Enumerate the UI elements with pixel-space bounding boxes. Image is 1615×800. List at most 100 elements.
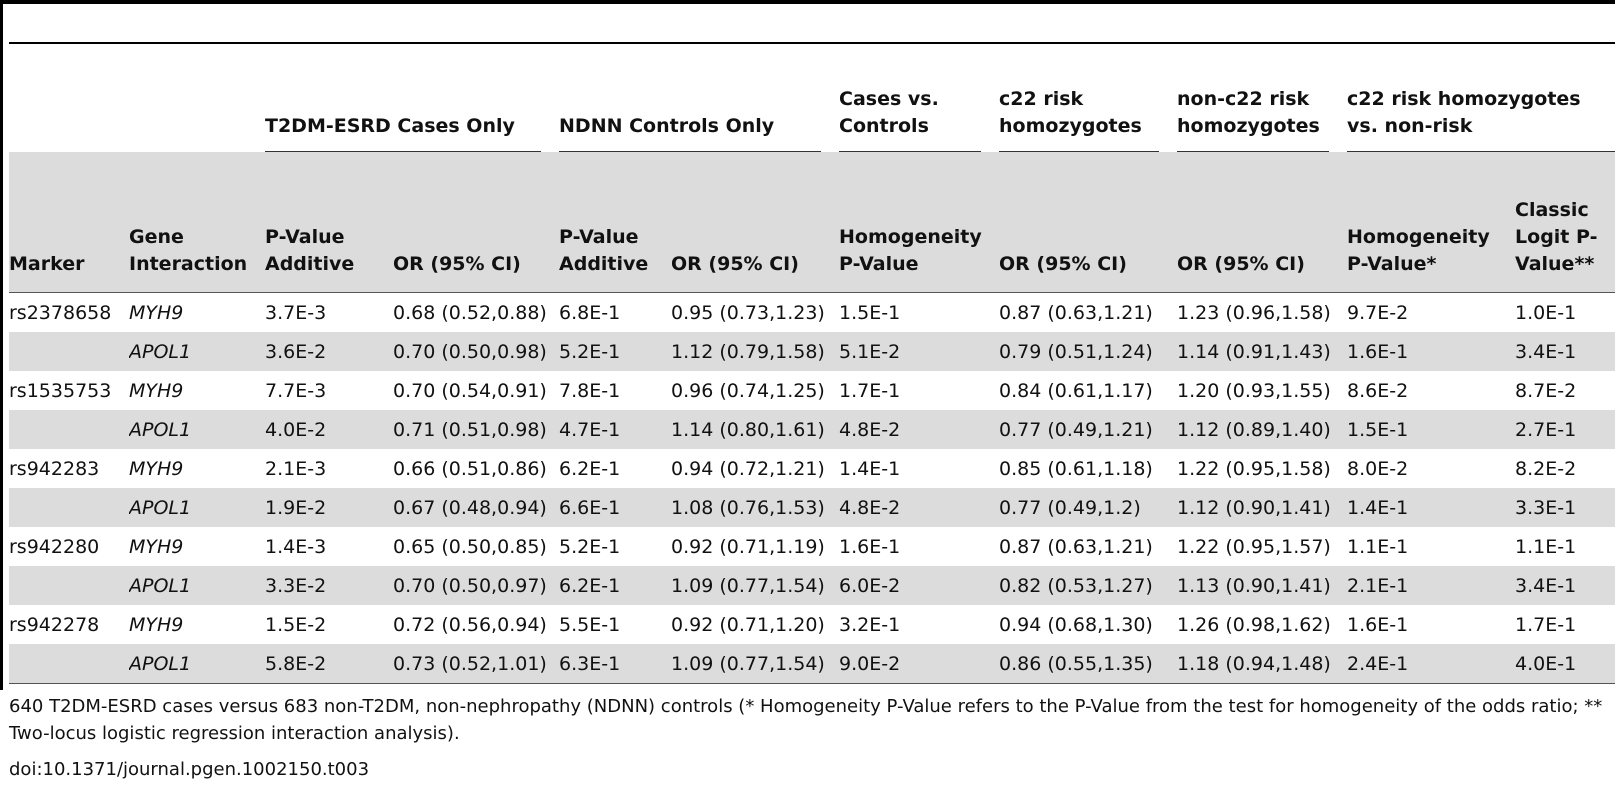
group-header-row: T2DM-ESRD Cases Only NDNN Controls Only … [9, 50, 1615, 152]
cell-value: 1.7E-1 [1515, 613, 1577, 636]
col-header-cases-or: OR (95% CI) [393, 152, 560, 293]
doi-label: doi:10.1371/journal.pgen.1002150.t003 [9, 759, 370, 780]
cell-value: 0.70 (0.50,0.97) [393, 566, 560, 605]
cell-marker [9, 410, 129, 449]
cell-value: 2.4E-1 [1347, 644, 1516, 684]
table-row: APOL1 1.9E-2 0.67 (0.48,0.94) 6.6E-1 1.0… [9, 488, 1615, 527]
cell-value: 0.92 (0.71,1.20) [671, 613, 825, 636]
group-cases-vs-controls: Cases vs. Controls [839, 50, 999, 152]
cell-value: 4.0E-2 [265, 410, 393, 449]
cell-value: 1.5E-1 [839, 301, 901, 324]
cell-value: 0.71 (0.51,0.98) [393, 410, 560, 449]
cell-value: 5.5E-1 [559, 613, 621, 636]
table-body: rs2378658 MYH9 3.7E-3 0.68 (0.52,0.88) 6… [9, 293, 1615, 684]
cell-value: 5.2E-1 [559, 535, 621, 558]
cell-value: 0.79 (0.51,1.24) [999, 332, 1178, 371]
cell-value: 0.66 (0.51,0.86) [393, 457, 547, 480]
cell-value: 2.1E-3 [265, 457, 327, 480]
col-header-classic-logit: Classic Logit P-Value** [1515, 152, 1615, 293]
cell-value: 0.77 (0.49,1.21) [999, 410, 1178, 449]
cell-value: 0.70 (0.50,0.98) [393, 332, 560, 371]
cell-value: 0.84 (0.61,1.17) [999, 379, 1153, 402]
cell-value: 1.22 (0.95,1.57) [1177, 535, 1331, 558]
cell-value: 0.87 (0.63,1.21) [999, 301, 1153, 324]
cell-value: 0.94 (0.68,1.30) [999, 613, 1153, 636]
cell-value: 1.08 (0.76,1.53) [671, 488, 840, 527]
table-row: APOL1 3.3E-2 0.70 (0.50,0.97) 6.2E-1 1.0… [9, 566, 1615, 605]
cell-value: 1.09 (0.77,1.54) [671, 644, 840, 684]
cell-value: 6.6E-1 [559, 488, 672, 527]
table-footnote: 640 T2DM-ESRD cases versus 683 non-T2DM,… [9, 696, 1603, 744]
cell-marker: rs1535753 [9, 379, 112, 402]
cell-value: 4.8E-2 [839, 410, 1000, 449]
cell-value: 3.4E-1 [1515, 566, 1615, 605]
column-header-row: Marker Gene Interaction P-Value Additive… [9, 152, 1615, 293]
cell-value: 1.09 (0.77,1.54) [671, 566, 840, 605]
col-header-cases-p-value: P-Value Additive [265, 152, 393, 293]
cell-value: 0.72 (0.56,0.94) [393, 613, 547, 636]
group-cases-only: T2DM-ESRD Cases Only [265, 50, 559, 152]
cell-value: 0.85 (0.61,1.18) [999, 457, 1153, 480]
group-label-non-c22-risk: non-c22 risk homozygotes [1177, 86, 1330, 152]
cell-value: 6.3E-1 [559, 644, 672, 684]
cell-marker: rs942278 [9, 613, 100, 636]
cell-value: 1.7E-1 [839, 379, 901, 402]
cell-value: 5.2E-1 [559, 332, 672, 371]
group-label-controls-only: NDNN Controls Only [559, 113, 822, 152]
cell-value: 6.8E-1 [559, 301, 621, 324]
cell-value: 1.0E-1 [1515, 301, 1577, 324]
cell-value: 2.1E-1 [1347, 566, 1516, 605]
cell-value: 0.86 (0.55,1.35) [999, 644, 1178, 684]
cell-value: 2.7E-1 [1515, 410, 1615, 449]
cell-value: 0.68 (0.52,0.88) [393, 301, 547, 324]
group-label-c22-risk: c22 risk homozygotes [999, 86, 1160, 152]
cell-value: 4.0E-1 [1515, 644, 1615, 684]
col-header-homogeneity-p-value: Homogeneity P-Value [839, 152, 1000, 293]
cell-value: 6.0E-2 [839, 566, 1000, 605]
group-c22-vs-nonrisk: c22 risk homozygotes vs. non-risk [1347, 50, 1615, 152]
cell-marker [9, 644, 129, 684]
cell-value: 7.7E-3 [265, 379, 327, 402]
cell-marker [9, 488, 129, 527]
cell-value: 1.9E-2 [265, 488, 393, 527]
group-label-cases-vs-controls: Cases vs. Controls [839, 86, 982, 152]
cell-value: 1.4E-1 [839, 457, 901, 480]
cell-value: 0.67 (0.48,0.94) [393, 488, 560, 527]
cell-value: 3.7E-3 [265, 301, 327, 324]
cell-value: 9.0E-2 [839, 644, 1000, 684]
cell-value: 0.95 (0.73,1.23) [671, 301, 825, 324]
cell-gene: APOL1 [129, 332, 265, 371]
cell-value: 0.92 (0.71,1.19) [671, 535, 825, 558]
cell-gene: MYH9 [129, 379, 184, 402]
cell-value: 1.14 (0.80,1.61) [671, 410, 840, 449]
cell-value: 9.7E-2 [1347, 301, 1409, 324]
table-row: rs1535753 MYH9 7.7E-3 0.70 (0.54,0.91) 7… [9, 371, 1615, 410]
group-non-c22-risk-homozygotes: non-c22 risk homozygotes [1177, 50, 1347, 152]
cell-gene: MYH9 [129, 613, 184, 636]
top-rule [0, 0, 1615, 4]
cell-value: 3.3E-2 [265, 566, 393, 605]
group-controls-only: NDNN Controls Only [559, 50, 839, 152]
table-row: APOL1 4.0E-2 0.71 (0.51,0.98) 4.7E-1 1.1… [9, 410, 1615, 449]
cell-gene: APOL1 [129, 644, 265, 684]
cell-value: 0.96 (0.74,1.25) [671, 379, 825, 402]
col-header-controls-p-value: P-Value Additive [559, 152, 672, 293]
cell-value: 1.12 (0.79,1.58) [671, 332, 840, 371]
cell-value: 0.77 (0.49,1.2) [999, 488, 1178, 527]
cell-gene: APOL1 [129, 488, 265, 527]
table-row: rs942280 MYH9 1.4E-3 0.65 (0.50,0.85) 5.… [9, 527, 1615, 566]
cell-value: 1.18 (0.94,1.48) [1177, 644, 1348, 684]
table-row: rs942278 MYH9 1.5E-2 0.72 (0.56,0.94) 5.… [9, 605, 1615, 644]
cell-value: 1.5E-1 [1347, 410, 1516, 449]
col-header-homogeneity-p-value-star: Homogeneity P-Value* [1347, 152, 1516, 293]
group-spacer [129, 50, 265, 152]
cell-marker: rs942280 [9, 535, 100, 558]
cell-value: 6.2E-1 [559, 566, 672, 605]
cell-value: 8.2E-2 [1515, 457, 1577, 480]
cell-value: 1.12 (0.89,1.40) [1177, 410, 1348, 449]
group-c22-risk-homozygotes: c22 risk homozygotes [999, 50, 1177, 152]
cell-value: 8.6E-2 [1347, 379, 1409, 402]
cell-value: 0.87 (0.63,1.21) [999, 535, 1153, 558]
cell-value: 1.14 (0.91,1.43) [1177, 332, 1348, 371]
cell-value: 0.70 (0.54,0.91) [393, 379, 547, 402]
